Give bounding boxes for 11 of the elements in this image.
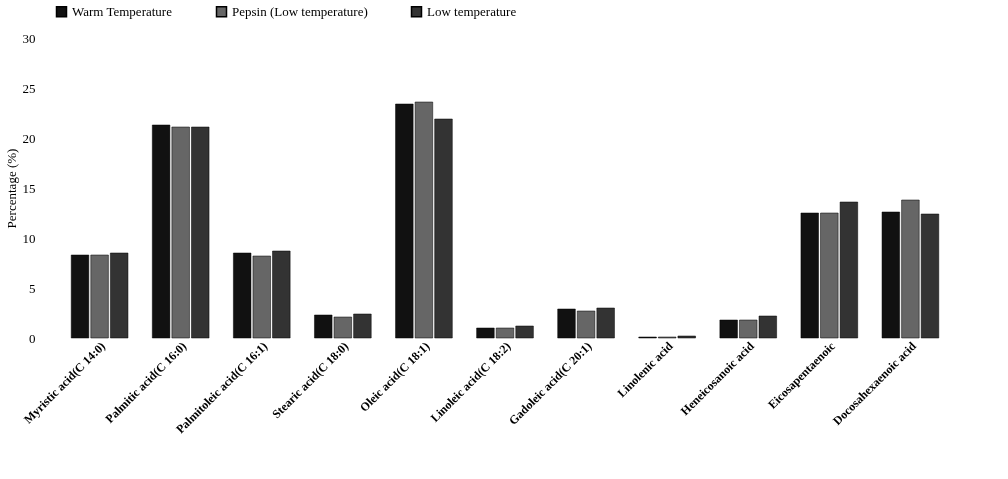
y-tick-label: 0: [29, 330, 36, 346]
y-tick-label: 10: [22, 230, 36, 246]
legend-label: Warm Temperature: [72, 3, 173, 19]
y-tick-label: 30: [22, 30, 36, 46]
y-tick-label: 5: [29, 280, 36, 296]
y-tick-label: 20: [22, 130, 36, 146]
legend-label: Low temperature: [427, 3, 517, 19]
y-tick-label: 15: [22, 180, 36, 196]
legend-label: Pepsin (Low temperature): [232, 3, 368, 19]
y-axis-title: Percentage (%): [3, 148, 19, 229]
y-tick-label: 25: [22, 80, 36, 96]
